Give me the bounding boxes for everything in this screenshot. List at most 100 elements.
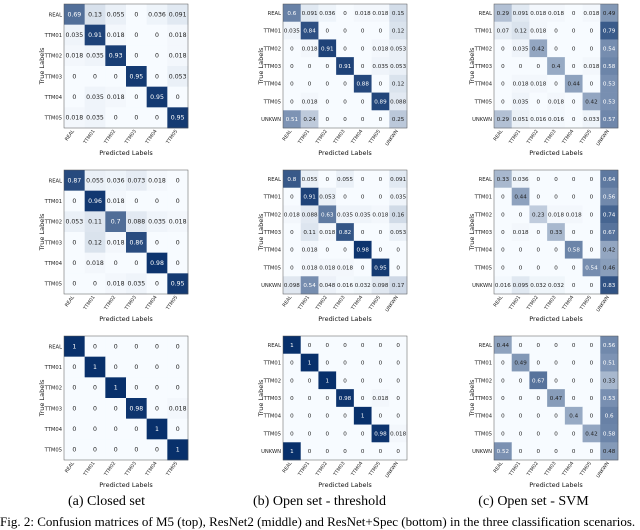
cell-value-label: 0.53 (603, 82, 616, 88)
heatmap-cell (300, 424, 319, 443)
cell-value-label: 0 (134, 426, 138, 433)
heatmap-cell (105, 107, 127, 129)
y-tick-label: TTM02 (44, 386, 62, 392)
heatmap-cell (283, 389, 302, 408)
cell-value-label: 0 (554, 378, 558, 384)
heatmap-cell (547, 92, 566, 111)
cell-value-label: 0.018 (148, 177, 166, 184)
heatmap-cell (371, 389, 390, 408)
x-tick-label: TTM04 (561, 461, 576, 478)
heatmap-cell (494, 74, 513, 93)
y-tick-label: TTM03 (474, 230, 492, 236)
heatmap-cell (64, 439, 85, 461)
cell-value-label: 0 (290, 378, 294, 384)
heatmap-cell (318, 57, 337, 76)
cell-value-label: 0 (114, 447, 118, 454)
cell-value-label: 0.64 (603, 177, 616, 183)
heatmap-cell (353, 276, 372, 295)
heatmap-cell (84, 86, 106, 108)
cell-value-label: 0.088 (127, 219, 145, 226)
heatmap-cell (371, 276, 390, 295)
cell-value-label: 0 (155, 405, 159, 412)
x-tick-label: TTM03 (332, 129, 347, 146)
cell-value-label: 0 (572, 11, 576, 17)
cell-value-label: 0 (343, 414, 347, 420)
heatmap-cell (600, 223, 619, 242)
heatmap-cell (564, 353, 583, 372)
y-tick-label: TTM05 (263, 431, 281, 437)
heatmap-cell (300, 4, 319, 23)
heatmap-cell (84, 252, 106, 274)
cell-value-label: 0 (519, 449, 523, 455)
matrix-frame (493, 3, 619, 129)
x-tick-label: TTM04 (561, 129, 576, 146)
cell-value-label: 0.24 (303, 117, 316, 123)
cell-value-label: 0.016 (337, 283, 353, 289)
cell-value-label: 0.018 (302, 265, 318, 271)
y-tick-label: TTM05 (474, 99, 492, 105)
cell-value-label: 0.58 (603, 431, 616, 437)
y-tick-label: TTM02 (44, 220, 62, 226)
heatmap-cell (564, 442, 583, 461)
cell-value-label: 0.018 (355, 11, 371, 17)
heatmap-cell (64, 107, 85, 129)
y-tick-label: TTM04 (44, 95, 63, 101)
heatmap-cell (126, 439, 147, 461)
cell-value-label: 0 (572, 431, 576, 437)
cell-value-label: 0 (176, 239, 180, 246)
heatmap-cell (529, 240, 548, 259)
cell-value-label: 0 (155, 447, 159, 454)
y-tick-label: TTM02 (474, 378, 492, 384)
x-tick-label: TTM05 (165, 461, 180, 478)
heatmap-cell (336, 240, 355, 259)
cell-value-label: 0 (326, 396, 330, 402)
cell-value-label: 0.018 (302, 99, 318, 105)
cell-value-label: 0 (537, 99, 541, 105)
cell-value-label: 0.33 (603, 378, 616, 384)
cell-value-label: 0 (93, 405, 97, 412)
heatmap-cell (167, 190, 189, 212)
heatmap-cell (283, 4, 302, 23)
heatmap-cell (283, 240, 302, 259)
x-tick-label: UNKWN (595, 460, 611, 479)
cell-value-label: 0.91 (88, 32, 102, 39)
y-tick-label: UNKWN (472, 283, 492, 289)
heatmap-cell (318, 276, 337, 295)
cell-value-label: 0.93 (109, 53, 123, 60)
heatmap-cell (547, 353, 566, 372)
heatmap-cell (283, 424, 302, 443)
cell-value-label: 0.036 (107, 177, 125, 184)
heatmap-cell (600, 57, 619, 76)
y-tick-label: TTM02 (474, 46, 492, 52)
cell-value-label: 0 (396, 343, 400, 349)
cell-value-label: 0.44 (514, 195, 527, 201)
cell-value-label: 0 (590, 29, 594, 35)
heatmap-cell (336, 57, 355, 76)
cell-value-label: 0 (361, 117, 365, 123)
cell-value-label: 0 (72, 405, 76, 412)
y-tick-label: REAL (49, 12, 62, 18)
heatmap-cell (64, 232, 85, 253)
cell-value-label: 0 (361, 343, 365, 349)
heatmap-cell (84, 211, 106, 233)
cell-value-label: 0 (590, 248, 594, 254)
heatmap-cell (529, 187, 548, 206)
heatmap-cell (64, 398, 85, 419)
heatmap-cell (300, 336, 319, 355)
heatmap-cell (564, 389, 583, 408)
y-tick-label: TTM03 (263, 230, 281, 236)
x-tick-label: TTM02 (525, 295, 540, 312)
cell-value-label: 0 (290, 99, 294, 105)
cell-value-label: 0.091 (169, 11, 187, 18)
cell-value-label: 0 (134, 11, 138, 18)
cell-value-label: 0 (155, 32, 159, 39)
cell-value-label: 0 (537, 195, 541, 201)
y-tick-label: TTM03 (44, 240, 62, 246)
cell-value-label: 0 (155, 73, 159, 80)
cell-value-label: 0 (134, 447, 138, 454)
cell-value-label: 0 (72, 260, 76, 267)
heatmap-cell (126, 107, 147, 129)
cell-value-label: 0.44 (497, 343, 510, 349)
heatmap-cell (511, 276, 530, 295)
heatmap-cell (582, 4, 601, 23)
